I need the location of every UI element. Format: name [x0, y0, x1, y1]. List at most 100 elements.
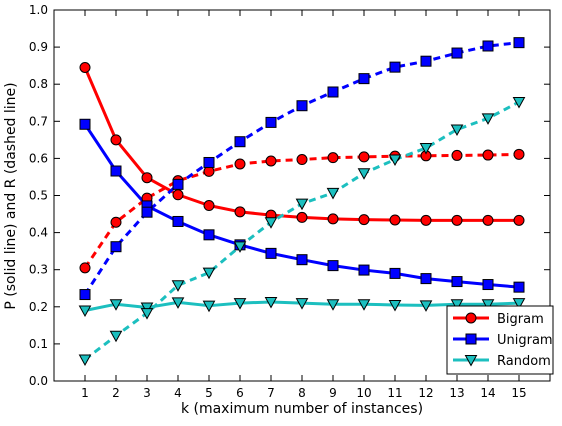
unigram-recall-point — [358, 73, 370, 85]
bigram-precision-point — [110, 134, 122, 146]
random-precision-point — [233, 298, 247, 310]
unigram-precision-point — [327, 260, 339, 272]
random-precision-point — [171, 297, 185, 309]
x-tick-label: 12 — [418, 386, 433, 400]
random-precision-point — [264, 296, 278, 309]
random-recall-point — [388, 154, 402, 167]
x-tick-label: 8 — [298, 386, 306, 400]
bigram-recall-point — [296, 154, 308, 166]
unigram-recall-point — [110, 241, 122, 253]
bigram-precision-point — [172, 189, 184, 201]
unigram-recall-point — [420, 55, 432, 67]
random-precision-point — [295, 298, 309, 310]
random-recall-point — [109, 330, 123, 343]
x-tick-label: 4 — [174, 386, 182, 400]
random-recall-point — [171, 280, 185, 292]
unigram-recall-point — [327, 86, 339, 98]
bigram-precision-point — [79, 62, 91, 74]
y-tick-label: 0.6 — [29, 151, 48, 165]
random-precision-point — [388, 299, 402, 312]
x-tick-label: 9 — [329, 386, 337, 400]
unigram-recall-point — [79, 289, 91, 301]
legend-marker-bigram — [465, 312, 477, 324]
bigram-precision-point — [451, 214, 463, 226]
x-tick-label: 11 — [387, 386, 402, 400]
y-tick-label: 0.8 — [29, 77, 48, 91]
y-tick-label: 0.2 — [29, 300, 48, 314]
bigram-precision-point — [203, 200, 215, 212]
y-tick-label: 0.9 — [29, 40, 48, 54]
random-precision-point — [450, 299, 464, 311]
random-recall-point — [202, 267, 216, 280]
unigram-precision-point — [358, 264, 370, 276]
bigram-precision-point — [482, 214, 494, 226]
random-precision-point — [512, 298, 526, 310]
unigram-precision-point — [389, 267, 401, 279]
random-precision-point — [419, 300, 433, 312]
x-tick-label: 1 — [81, 386, 89, 400]
random-precision-point — [78, 305, 92, 318]
random-precision-point — [481, 299, 495, 311]
random-recall-point — [512, 97, 526, 109]
unigram-recall-point — [172, 178, 184, 190]
bigram-recall-point — [451, 149, 463, 161]
unigram-recall-point — [296, 100, 308, 112]
y-tick-label: 0.5 — [29, 189, 48, 203]
random-precision-point — [357, 299, 371, 311]
random-recall-point — [140, 308, 154, 320]
random-precision-point — [109, 299, 123, 311]
legend: Bigram Unigram Random — [446, 305, 554, 375]
unigram-recall-point — [389, 61, 401, 73]
y-tick-label: 0.3 — [29, 263, 48, 277]
bigram-precision-point — [420, 214, 432, 226]
unigram-recall-point — [513, 37, 525, 49]
random-recall-point — [78, 354, 92, 367]
unigram-recall-point — [265, 116, 277, 128]
x-tick-label: 3 — [143, 386, 151, 400]
bigram-precision-point — [296, 211, 308, 223]
random-precision-point — [202, 300, 216, 313]
legend-label-bigram: Bigram — [497, 312, 544, 327]
legend-label-random: Random — [497, 354, 551, 369]
random-recall-point — [264, 217, 278, 229]
legend-marker-unigram — [465, 333, 477, 345]
bigram-precision-point — [234, 206, 246, 218]
bigram-recall-point — [358, 151, 370, 163]
unigram-precision-point — [482, 279, 494, 291]
y-tick-label: 0.4 — [29, 226, 48, 240]
unigram-precision-point — [513, 281, 525, 293]
unigram-precision-point — [79, 118, 91, 130]
x-tick-label: 15 — [511, 386, 526, 400]
bigram-precision-point — [389, 214, 401, 226]
unigram-precision-point — [420, 273, 432, 285]
unigram-precision-point — [203, 229, 215, 241]
bigram-recall-point — [110, 216, 122, 228]
random-recall-point — [357, 168, 371, 180]
legend-marker-random — [464, 355, 478, 367]
legend-label-unigram: Unigram — [497, 333, 553, 348]
random-recall-point — [326, 187, 340, 200]
x-tick-label: 6 — [236, 386, 244, 400]
bigram-precision-point — [327, 213, 339, 225]
bigram-recall-point — [513, 148, 525, 160]
bigram-recall-point — [265, 155, 277, 167]
x-tick-label: 10 — [356, 386, 371, 400]
unigram-recall-point — [482, 40, 494, 52]
x-tick-label: 13 — [449, 386, 464, 400]
bigram-precision-point — [513, 214, 525, 226]
x-axis-title: k (maximum number of instances) — [181, 401, 423, 417]
bigram-recall-point — [234, 158, 246, 170]
y-axis-title: P (solid line) and R (dashed line) — [3, 82, 19, 309]
random-precision-point — [326, 299, 340, 311]
unigram-precision-point — [265, 247, 277, 259]
y-tick-label: 1.0 — [29, 3, 48, 17]
unigram-precision-point — [110, 165, 122, 177]
y-tick-label: 0.1 — [29, 337, 48, 351]
bigram-recall-point — [79, 262, 91, 274]
y-tick-label: 0.0 — [29, 374, 48, 388]
unigram-recall-point — [234, 136, 246, 148]
unigram-precision-point — [296, 254, 308, 266]
random-recall-point — [481, 113, 495, 125]
bigram-recall-point — [482, 149, 494, 161]
